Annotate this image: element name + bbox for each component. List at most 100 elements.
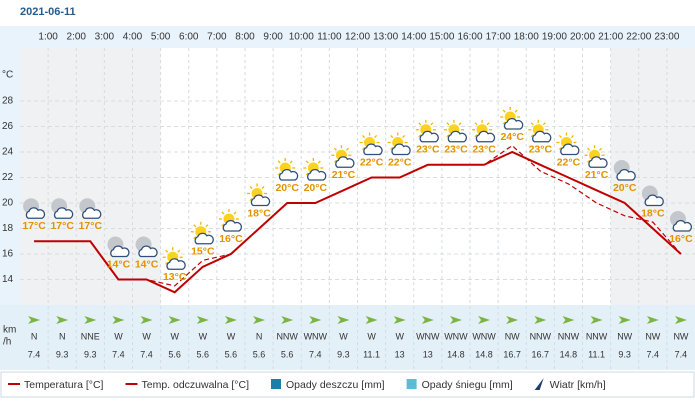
cloud <box>307 168 327 181</box>
wind-arrow <box>196 316 209 324</box>
weather-icon <box>387 132 411 156</box>
temp-label: 20°C <box>613 182 637 194</box>
temp-label: 18°C <box>641 207 665 219</box>
temp-label: 17°C <box>50 220 74 232</box>
wind-arrow <box>337 316 350 324</box>
wind-speed: 13 <box>395 349 405 359</box>
temp-label: 15°C <box>191 246 215 258</box>
axis-strip <box>0 48 20 305</box>
sun-ray <box>514 109 518 113</box>
wind-speed: 16.7 <box>532 349 550 359</box>
temp-label: 16°C <box>219 233 243 245</box>
wind-direction: W <box>395 331 404 341</box>
temperature-line <box>34 144 682 287</box>
sun-ray <box>374 134 378 139</box>
wind-arrow <box>168 316 181 324</box>
wind-speed: 5.6 <box>168 349 181 359</box>
wind-speed: 5.6 <box>225 349 238 359</box>
sun-ray <box>165 261 169 265</box>
sun-ray <box>570 134 574 139</box>
weather-icon <box>669 211 693 232</box>
legend-label: Opady deszczu [mm] <box>286 379 385 391</box>
weather-icon <box>556 132 580 156</box>
weather-icon <box>472 119 496 143</box>
wind-speed: 7.4 <box>28 349 41 359</box>
temp-label: 23°C <box>444 144 468 156</box>
wind-direction: NW <box>673 331 688 341</box>
hour-label: 14:00 <box>401 32 426 43</box>
wind-speed: 7.4 <box>647 349 660 359</box>
hour-label: 20:00 <box>570 32 595 43</box>
hour-label: 4:00 <box>123 32 143 43</box>
sun-ray <box>289 160 293 164</box>
wind-speed: 9.3 <box>84 349 97 359</box>
night-shade <box>48 48 77 305</box>
cloud <box>335 156 355 168</box>
wind-arrow <box>421 316 434 324</box>
temp-label: 16°C <box>669 233 693 245</box>
sun-ray <box>362 134 366 139</box>
wind-arrow <box>56 316 69 324</box>
sun-ray <box>233 211 237 215</box>
night-shade <box>20 48 49 305</box>
night-shade <box>76 48 105 305</box>
sun-ray <box>474 134 478 138</box>
sun-ray <box>418 122 422 126</box>
weather-icon <box>135 236 158 258</box>
y-tick-label: 26 <box>2 121 14 132</box>
temp-label: 21°C <box>585 169 609 181</box>
weather-icon <box>51 198 74 219</box>
sun-ray <box>486 122 490 126</box>
weather-icon <box>443 119 468 143</box>
date: 2021-06-11 <box>20 6 76 18</box>
weather-icon <box>303 158 327 181</box>
sun-ray <box>333 159 337 163</box>
temp-label: 17°C <box>22 220 46 232</box>
wind-speed: 11.1 <box>363 349 380 359</box>
hour-label: 12:00 <box>345 32 370 43</box>
hour-label: 8:00 <box>235 32 255 43</box>
sun-ray <box>317 160 321 164</box>
weather-icon <box>359 132 383 156</box>
sun-ray <box>277 160 281 164</box>
sun-ray <box>530 122 534 126</box>
wind-direction: WNW <box>472 331 496 341</box>
legend-label: Temp. odczuwalna [°C] <box>141 379 249 391</box>
sun-ray <box>502 109 506 113</box>
legend <box>0 371 695 398</box>
cloud <box>588 156 608 168</box>
legend-swatch <box>270 379 281 389</box>
hour-label: 9:00 <box>263 32 283 43</box>
wind-direction: W <box>367 331 376 341</box>
wind-speed: 7.4 <box>112 349 125 359</box>
wind-direction: NW <box>505 331 520 341</box>
wind-arrow <box>590 316 603 324</box>
wind-speed: 16.7 <box>503 349 521 359</box>
wind-speed: 7.4 <box>309 349 322 359</box>
cloud <box>138 245 158 258</box>
hour-label: 7:00 <box>207 32 227 43</box>
wind-direction: W <box>142 331 151 341</box>
wind-speed: 11.1 <box>588 349 605 359</box>
sun-ray <box>558 134 562 139</box>
sun-ray <box>418 134 422 138</box>
cloud <box>391 143 411 156</box>
hour-label: 11:00 <box>317 32 342 43</box>
hour-label: 23:00 <box>654 32 679 43</box>
weather-icon <box>528 119 552 143</box>
hour-label: 18:00 <box>514 32 539 43</box>
weather-icon <box>107 236 130 258</box>
wind-direction: N <box>256 331 263 341</box>
cloud <box>616 168 636 181</box>
wind-direction: NNW <box>530 331 552 341</box>
cloud <box>250 194 271 207</box>
wind-arrow <box>140 316 153 324</box>
sun-ray <box>402 134 406 139</box>
cloud <box>560 143 580 156</box>
wind-direction: W <box>339 331 348 341</box>
cloud <box>166 258 186 270</box>
sun-ray <box>305 172 309 176</box>
night-shade <box>666 48 695 305</box>
wind-arrow <box>562 316 575 324</box>
wind-direction: WNW <box>416 331 440 341</box>
